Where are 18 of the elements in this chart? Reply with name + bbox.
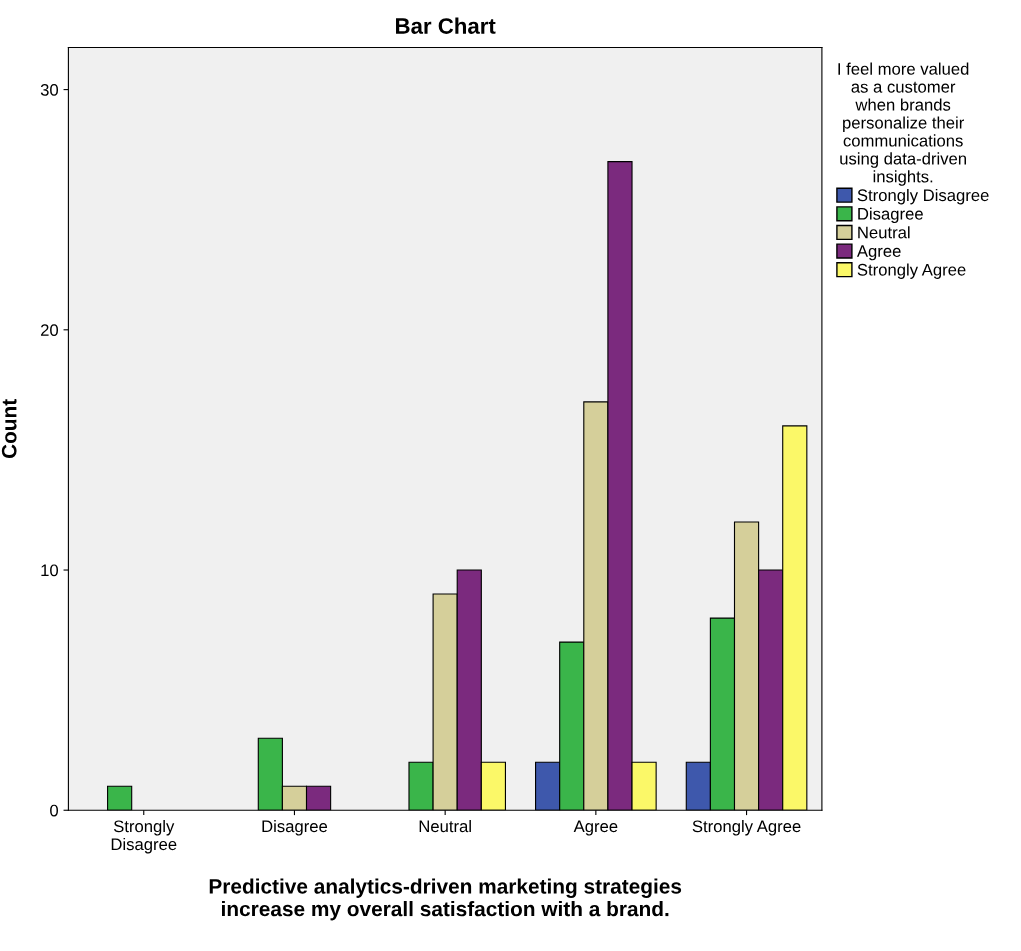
y-tick-label: 20 (40, 324, 59, 337)
legend-label: Disagree (858, 207, 923, 224)
y-tick-label: 30 (40, 83, 59, 96)
y-tick-label: 10 (41, 564, 59, 577)
x-tick-label: Neutral (419, 819, 471, 833)
legend-title: I feel more valued as a customer when brands personalize their communications using data-driven insights. (838, 62, 969, 186)
y-axis-title: Count (1, 399, 17, 459)
x-tick-label: Strongly Agree (692, 819, 801, 836)
legend-label: Neutral (858, 226, 910, 239)
chart-title: Bar Chart (396, 17, 496, 34)
x-tick-label: Disagree (262, 819, 328, 836)
y-tick-label: 0 (50, 804, 59, 817)
x-axis-title: Predictive analytics-driven marketing strategies increase my overall satisfaction with a brand. (209, 878, 682, 921)
legend-label: Strongly Disagree (857, 188, 989, 205)
x-tick-label: Strongly Disagree (111, 819, 177, 854)
x-tick-label: Agree (573, 820, 618, 836)
legend-label: Strongly Agree (857, 263, 966, 279)
legend-label: Agree (856, 245, 901, 261)
